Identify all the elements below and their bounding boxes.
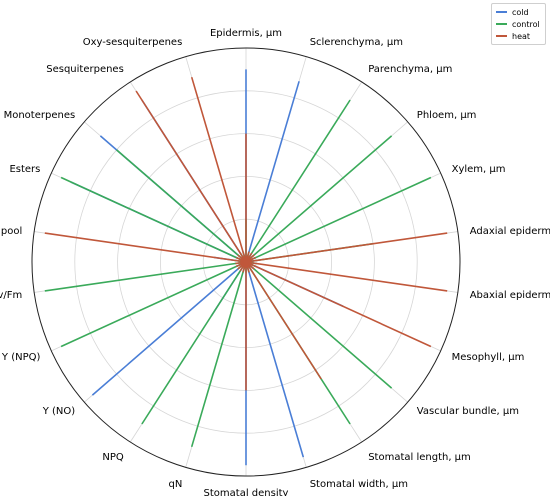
- series-line-control: [44, 99, 432, 448]
- axis-label: Parenchyma, µm: [368, 64, 452, 75]
- axis-label: Mesophyll, µm: [452, 352, 525, 363]
- axis-label: Monoterpenes: [4, 110, 76, 121]
- radar-axis-labels: Epidermis, µm Sclerenchyma, µm Parenchyma,…: [0, 28, 550, 496]
- axis-label: Sclerenchyma, µm: [310, 37, 403, 48]
- axis-label: qN: [168, 479, 182, 490]
- axis-label: Vascular bundle, µm: [417, 406, 519, 417]
- legend-item-cold: cold: [496, 6, 529, 18]
- legend-item-control: control: [496, 18, 540, 30]
- legend-label-heat: heat: [512, 31, 531, 41]
- axis-label: Xylem, µm: [452, 164, 506, 175]
- legend-item-heat: heat: [496, 30, 530, 42]
- axis-label: Stomatal length, µm: [368, 452, 471, 463]
- legend-swatch-control: [496, 23, 507, 25]
- axis-label: Stomatal width, µm: [310, 479, 408, 490]
- axis-label: Oxy-sesquiterpenes: [83, 37, 183, 48]
- polar-frame: [31, 47, 461, 477]
- axis-label: Y (NPQ): [1, 352, 41, 363]
- legend: cold control heat: [491, 3, 546, 45]
- legend-swatch-cold: [496, 11, 507, 13]
- axis-label: Sesquiterpenes: [46, 64, 124, 75]
- axis-label: LKS pool: [0, 226, 22, 237]
- axis-label: Esters: [9, 164, 40, 175]
- axis-label: Y (NO): [42, 406, 76, 417]
- axis-label: Epidermis, µm: [210, 28, 282, 39]
- legend-swatch-heat: [496, 35, 507, 37]
- axis-label: Abaxial epidermis, µm: [470, 290, 550, 301]
- axis-label: NPQ: [102, 452, 124, 463]
- axis-label: Adaxial epidermis, µm: [470, 226, 550, 237]
- axis-label: Stomatal density: [204, 488, 289, 496]
- series-line-heat: [44, 76, 448, 391]
- radar-series: [44, 69, 448, 466]
- axis-label: Fv/Fm: [0, 290, 22, 301]
- legend-label-control: control: [512, 19, 540, 29]
- legend-label-cold: cold: [512, 7, 529, 17]
- axis-label: Phloem, µm: [417, 110, 477, 121]
